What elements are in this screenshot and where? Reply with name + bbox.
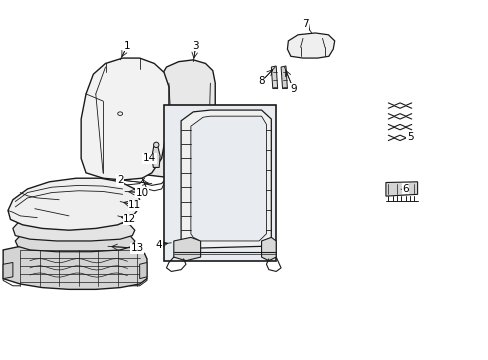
Text: 12: 12 [123, 215, 136, 224]
Polygon shape [15, 230, 135, 252]
Polygon shape [13, 218, 135, 241]
Text: 4: 4 [156, 239, 162, 249]
Text: 7: 7 [302, 19, 308, 29]
Polygon shape [281, 66, 287, 89]
Polygon shape [385, 182, 417, 196]
Polygon shape [190, 116, 266, 241]
Text: 1: 1 [124, 41, 130, 50]
Text: 13: 13 [130, 243, 143, 253]
Polygon shape [181, 110, 271, 248]
Polygon shape [173, 237, 200, 261]
Text: 14: 14 [142, 153, 156, 163]
Polygon shape [144, 60, 215, 178]
Text: 5: 5 [406, 132, 413, 142]
Polygon shape [271, 66, 277, 89]
Text: 10: 10 [135, 188, 148, 198]
Polygon shape [3, 243, 147, 289]
Polygon shape [81, 58, 168, 180]
Text: 8: 8 [258, 76, 264, 86]
Polygon shape [140, 262, 147, 279]
Polygon shape [261, 237, 276, 261]
Polygon shape [8, 178, 140, 230]
Text: 6: 6 [401, 184, 408, 194]
Polygon shape [3, 262, 13, 279]
Ellipse shape [153, 142, 159, 148]
Text: 3: 3 [192, 41, 199, 50]
Text: 9: 9 [289, 84, 296, 94]
Bar [163, 105, 276, 261]
Text: 11: 11 [128, 200, 141, 210]
Polygon shape [287, 33, 334, 58]
Text: 2: 2 [117, 175, 123, 185]
Polygon shape [152, 146, 160, 167]
